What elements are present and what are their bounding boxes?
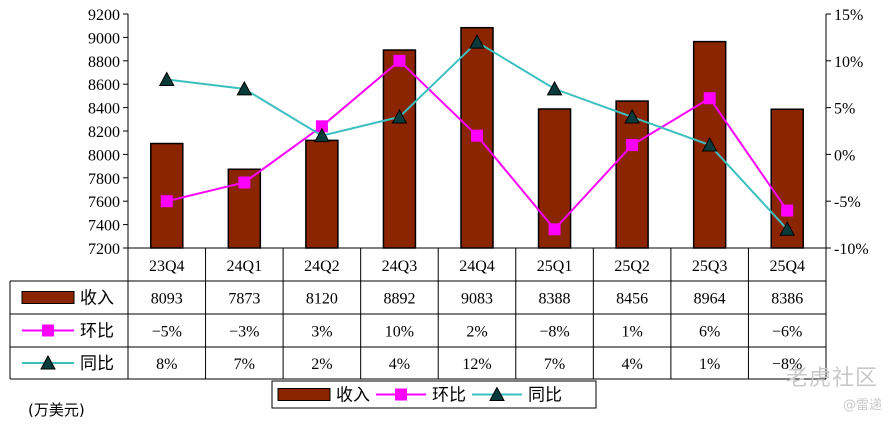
mom-point-23Q4	[160, 195, 173, 208]
y-tick-label: 9000	[88, 30, 120, 47]
row-label: 同比	[80, 354, 114, 374]
table-cell: 8456	[616, 291, 648, 308]
y-tick-label: 8800	[88, 54, 120, 71]
row-label: 环比	[80, 322, 114, 342]
y-tick-label: 8600	[88, 77, 120, 94]
table-cell: 1%	[699, 356, 720, 373]
yoy-point-24Q2	[314, 127, 330, 143]
yoy-point-25Q2	[624, 108, 640, 124]
table-cell: 8388	[539, 291, 571, 308]
yoy-point-24Q3	[391, 108, 408, 124]
revenue-bars	[150, 26, 804, 249]
table-cell: 8120	[306, 291, 338, 308]
yoy-point-24Q1	[236, 80, 253, 96]
legend-key-mom-marker	[395, 388, 407, 401]
table-cell: 8892	[383, 291, 415, 308]
bar-25Q3	[692, 40, 727, 249]
table-cell: 7873	[228, 291, 260, 308]
row-key-yoy-marker	[40, 354, 56, 370]
data-table: 23Q4 24Q1 24Q2 24Q3 24Q4 25Q1 25Q2 25Q3 25Q4 收入 80…	[9, 247, 827, 380]
table-cell: −8%	[539, 324, 569, 341]
table-cell: −8%	[772, 356, 802, 373]
y-tick-label: 7800	[88, 171, 120, 188]
table-cell: 8964	[694, 291, 726, 308]
watermark: 老虎社区	[785, 366, 878, 391]
mom-point-25Q2	[626, 139, 639, 152]
y-tick-label: 8000	[88, 147, 120, 164]
category-label: 23Q4	[149, 258, 185, 275]
mom-point-24Q1	[238, 176, 251, 189]
legend-key-yoy-marker	[489, 386, 505, 401]
category-label: 24Q4	[459, 258, 495, 275]
y2-tick-label: 0%	[834, 147, 855, 164]
table-cell: 12%	[462, 356, 491, 373]
legend-key-revenue	[277, 388, 331, 401]
yoy-point-23Q4	[158, 71, 175, 87]
category-label: 24Q3	[382, 258, 418, 275]
table-cell: 9083	[461, 291, 493, 308]
unit-label: (万美元)	[28, 401, 85, 419]
ratio-lines	[158, 34, 796, 236]
table-cell: 10%	[385, 324, 414, 341]
y2-tick-label: -5%	[834, 194, 861, 211]
y-tick-label: 9200	[88, 7, 120, 24]
category-label: 25Q4	[769, 258, 805, 275]
mom-point-24Q3	[393, 54, 406, 67]
table-cell: 1%	[621, 324, 642, 341]
y2-tick-label: 10%	[834, 54, 863, 71]
yoy-point-25Q4	[779, 221, 796, 236]
bar-24Q3	[382, 49, 417, 249]
legend-label: 同比	[528, 386, 562, 406]
category-label: 25Q1	[537, 258, 573, 275]
y-tick-label: 7400	[88, 218, 120, 235]
row-key-revenue	[21, 291, 75, 304]
axes: 9200 9000 8800 8600 8400 8200 8000 7800 7600 7400…	[88, 7, 869, 258]
table-cell: 4%	[389, 356, 410, 373]
mom-point-25Q3	[703, 92, 716, 105]
category-label: 25Q3	[692, 258, 728, 275]
table-cell: 3%	[311, 324, 332, 341]
y-tick-label: 7600	[88, 194, 120, 211]
table-cell: 2%	[466, 324, 487, 341]
yoy-point-25Q3	[701, 136, 718, 152]
row-key-mom-marker	[42, 324, 54, 337]
row-label: 收入	[80, 289, 114, 309]
table-cell: −6%	[772, 324, 802, 341]
y2-tick-label: 5%	[834, 101, 855, 118]
mom-point-24Q4	[471, 129, 483, 142]
yoy-point-24Q4	[469, 34, 485, 49]
legend-label: 收入	[336, 386, 370, 406]
y2-tick-label: -10%	[834, 241, 869, 258]
watermark-author: @雷递	[842, 398, 882, 413]
table-cell: 8%	[156, 356, 177, 373]
category-label: 24Q1	[227, 258, 263, 275]
table-cell: −3%	[229, 324, 259, 341]
mom-point-25Q4	[781, 204, 794, 217]
category-label: 24Q2	[304, 258, 340, 275]
table-cell: 7%	[234, 356, 255, 373]
table-cell: −5%	[152, 324, 182, 341]
mom-point-24Q2	[315, 120, 328, 133]
bar-24Q2	[305, 139, 339, 249]
legend: 收入 环比 同比	[271, 380, 597, 409]
legend-label: 环比	[432, 386, 466, 406]
yoy-point-25Q1	[546, 80, 563, 96]
table-cell: 7%	[544, 356, 565, 373]
y-tick-label: 7200	[88, 241, 120, 258]
table-cell: 4%	[621, 356, 642, 373]
y2-tick-label: 15%	[834, 7, 863, 24]
category-label: 25Q2	[614, 258, 650, 275]
y-tick-label: 8200	[88, 124, 120, 141]
y-tick-label: 8400	[88, 101, 120, 118]
mom-point-25Q1	[548, 223, 561, 236]
table-cell: 6%	[699, 324, 720, 341]
table-cell: 8386	[771, 291, 803, 308]
table-cell: 2%	[311, 356, 332, 373]
table-cell: 8093	[151, 291, 183, 308]
